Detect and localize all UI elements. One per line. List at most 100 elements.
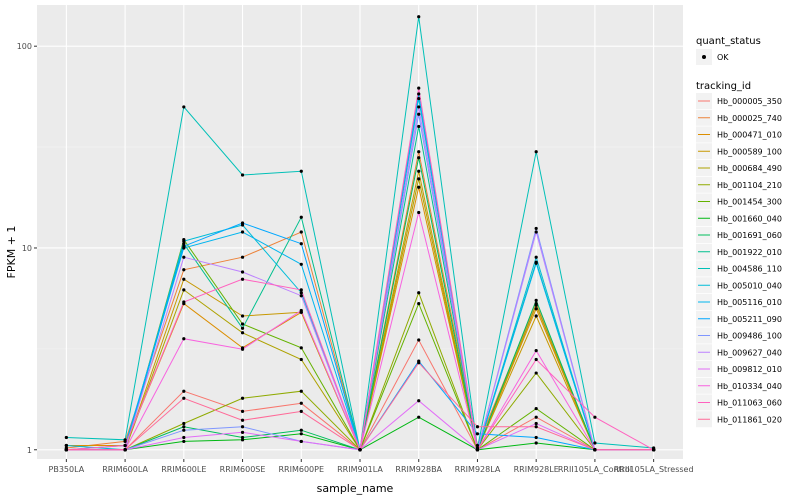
data-point xyxy=(534,349,538,353)
data-point xyxy=(417,399,421,403)
data-point xyxy=(417,105,421,109)
data-point xyxy=(240,435,245,440)
data-point xyxy=(534,298,538,302)
legend-point-key xyxy=(702,55,706,59)
legend-series-label: Hb_001922_010 xyxy=(717,248,782,257)
data-point xyxy=(475,448,480,452)
legend-color-title: tracking_id xyxy=(696,81,751,92)
data-point xyxy=(299,242,303,246)
legend-series-label: Hb_001104_210 xyxy=(717,181,782,190)
data-point xyxy=(417,15,421,19)
y-axis-label: FPKM + 1 xyxy=(5,226,18,279)
legend-series-label: Hb_000684_490 xyxy=(717,164,782,173)
x-tick-label: RRIM928BA xyxy=(395,465,442,474)
data-point xyxy=(299,389,303,393)
data-point xyxy=(534,314,538,318)
data-point xyxy=(417,338,421,342)
data-point xyxy=(240,230,245,234)
legend-series-label: Hb_001660_040 xyxy=(717,214,782,223)
data-point xyxy=(534,421,538,426)
x-tick-label: PB350LA xyxy=(49,465,85,474)
legend-series-label: Hb_000471_010 xyxy=(717,131,782,140)
data-point xyxy=(240,418,245,422)
x-tick-label: RRIM928LA xyxy=(455,465,501,474)
data-point xyxy=(299,308,303,313)
data-point xyxy=(240,277,245,281)
data-point xyxy=(240,331,245,335)
legend: quant_status OK tracking_id Hb_000005_350 Hb… xyxy=(696,36,782,428)
data-point xyxy=(182,277,186,281)
data-point xyxy=(534,255,538,259)
data-point xyxy=(299,288,303,292)
legend-series-label: Hb_005211_090 xyxy=(717,315,782,324)
x-tick-label: RRIM928LE xyxy=(514,465,559,474)
data-point xyxy=(417,169,421,173)
data-point xyxy=(240,270,245,274)
data-point xyxy=(534,307,538,311)
data-point xyxy=(417,415,421,419)
data-point xyxy=(240,430,245,434)
axes: 1 10 100 PB350LA RRIM600LA RRIM600LE RRIM600SE… xyxy=(17,42,694,474)
data-point xyxy=(182,439,186,444)
data-point xyxy=(475,432,480,436)
data-point xyxy=(475,425,480,429)
data-point xyxy=(534,435,538,440)
legend-series-label: Hb_011861_020 xyxy=(717,415,782,424)
data-point xyxy=(240,314,245,318)
data-point xyxy=(358,448,362,452)
x-tick-label: RRIM600SE xyxy=(220,465,266,474)
data-point xyxy=(534,230,538,234)
data-point xyxy=(417,361,421,365)
data-point xyxy=(299,294,303,298)
data-point xyxy=(64,435,68,440)
legend-shape-title: quant_status xyxy=(696,36,761,47)
data-point xyxy=(652,448,656,452)
data-point xyxy=(182,255,186,259)
data-point xyxy=(182,337,186,341)
data-point xyxy=(240,409,245,413)
data-point xyxy=(593,441,597,445)
legend-series-label: Hb_009812_010 xyxy=(717,365,782,374)
data-point xyxy=(534,425,538,429)
data-point xyxy=(417,177,421,181)
legend-series-label: Hb_000025_740 xyxy=(717,114,782,123)
data-point xyxy=(534,415,538,419)
x-tick-label: RRIM600LE xyxy=(161,465,206,474)
data-point xyxy=(240,255,245,259)
data-point xyxy=(534,303,538,307)
legend-series-label: Hb_001454_300 xyxy=(717,198,782,207)
data-point xyxy=(417,86,421,90)
data-point xyxy=(417,150,421,154)
data-point xyxy=(593,448,597,452)
legend-series-label: Hb_009627_040 xyxy=(717,348,782,357)
x-axis-label: sample_name xyxy=(317,482,394,495)
data-point xyxy=(240,221,245,225)
data-point xyxy=(182,396,186,400)
data-point xyxy=(417,124,421,129)
data-point xyxy=(299,401,303,405)
legend-series-label: Hb_005116_010 xyxy=(717,298,782,307)
data-point xyxy=(299,291,303,295)
data-point xyxy=(182,428,186,432)
data-point xyxy=(534,441,538,445)
data-point xyxy=(240,396,245,400)
data-point xyxy=(240,326,245,330)
data-point xyxy=(299,432,303,436)
y-tick-label: 100 xyxy=(17,42,32,51)
data-point xyxy=(240,322,245,326)
data-point xyxy=(534,150,538,154)
data-point xyxy=(240,173,245,177)
data-point xyxy=(123,443,127,448)
plot-panel xyxy=(37,5,683,459)
data-point xyxy=(417,210,421,215)
data-point xyxy=(240,347,245,351)
data-point xyxy=(182,389,186,393)
data-point xyxy=(417,302,421,306)
data-point xyxy=(182,300,186,304)
legend-shape-label: OK xyxy=(717,53,729,62)
x-tick-label: RRIM600PE xyxy=(279,465,325,474)
data-point xyxy=(182,421,186,426)
data-point xyxy=(299,230,303,234)
